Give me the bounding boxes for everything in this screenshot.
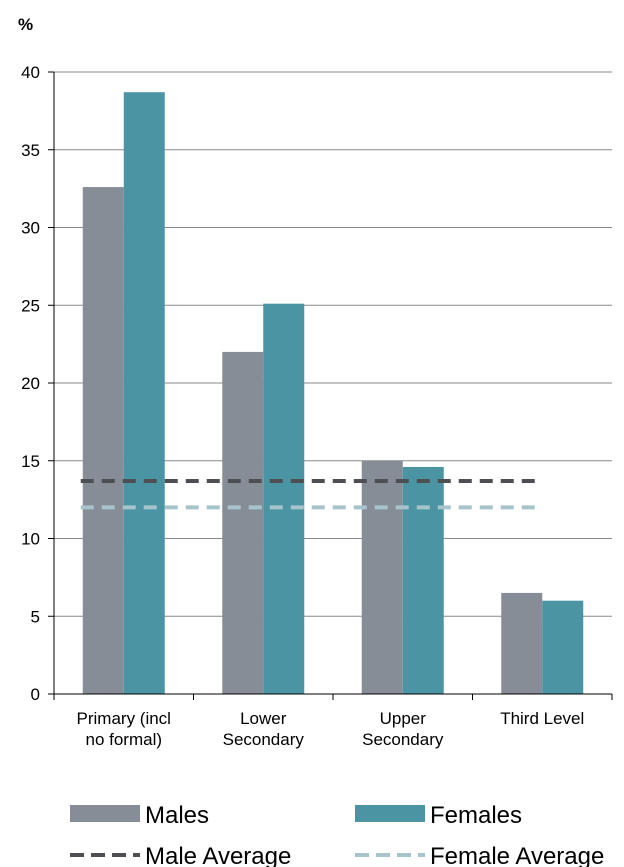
x-tick-label-line: Third Level — [500, 709, 584, 728]
y-tick-label: 15 — [21, 452, 40, 471]
legend: Males Females Male Average Female Average — [70, 802, 604, 867]
bar-females — [123, 92, 165, 695]
axes — [48, 71, 613, 700]
x-tick-label: Lower Secondary — [223, 709, 305, 749]
bar-males — [222, 351, 264, 694]
legend-label-females: Females — [430, 802, 522, 829]
y-unit-label: % — [18, 15, 33, 34]
x-tick-label-line: Upper — [380, 709, 427, 728]
y-tick-labels: 0 5 10 15 20 25 30 35 40 — [21, 63, 40, 704]
bar-males — [501, 592, 543, 694]
legend-label-female-average: Female Average — [430, 843, 604, 867]
bar-males — [361, 460, 403, 694]
x-tick-label-line: Primary (incl — [77, 709, 171, 728]
bars — [82, 92, 584, 695]
bar-males — [82, 187, 124, 694]
y-tick-label: 0 — [31, 685, 40, 704]
x-tick-label-line: no formal) — [85, 730, 162, 749]
legend-label-male-average: Male Average — [145, 843, 291, 867]
x-tick-label-line: Secondary — [362, 730, 444, 749]
legend-swatch-males — [70, 805, 140, 822]
y-tick-label: 25 — [21, 296, 40, 315]
x-tick-label: Third Level — [500, 709, 584, 728]
legend-label-males: Males — [145, 802, 209, 829]
y-tick-label: 20 — [21, 374, 40, 393]
legend-swatch-females — [355, 805, 425, 822]
y-tick-label: 10 — [21, 530, 40, 549]
bar-females — [402, 466, 444, 694]
bar-females — [542, 600, 584, 694]
y-tick-label: 5 — [31, 607, 40, 626]
y-tick-label: 40 — [21, 63, 40, 82]
y-tick-label: 35 — [21, 141, 40, 160]
bar-females — [263, 303, 305, 694]
x-tick-label: Upper Secondary — [362, 709, 444, 749]
x-tick-label-line: Secondary — [223, 730, 305, 749]
y-tick-label: 30 — [21, 219, 40, 238]
average-lines — [80, 478, 541, 510]
x-tick-label: Primary (incl no formal) — [77, 709, 171, 749]
x-tick-labels: Primary (incl no formal)Lower SecondaryUpp… — [77, 709, 585, 749]
x-tick-label-line: Lower — [240, 709, 287, 728]
